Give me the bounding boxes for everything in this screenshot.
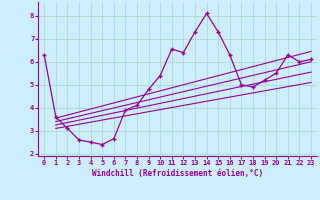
X-axis label: Windchill (Refroidissement éolien,°C): Windchill (Refroidissement éolien,°C) (92, 169, 263, 178)
